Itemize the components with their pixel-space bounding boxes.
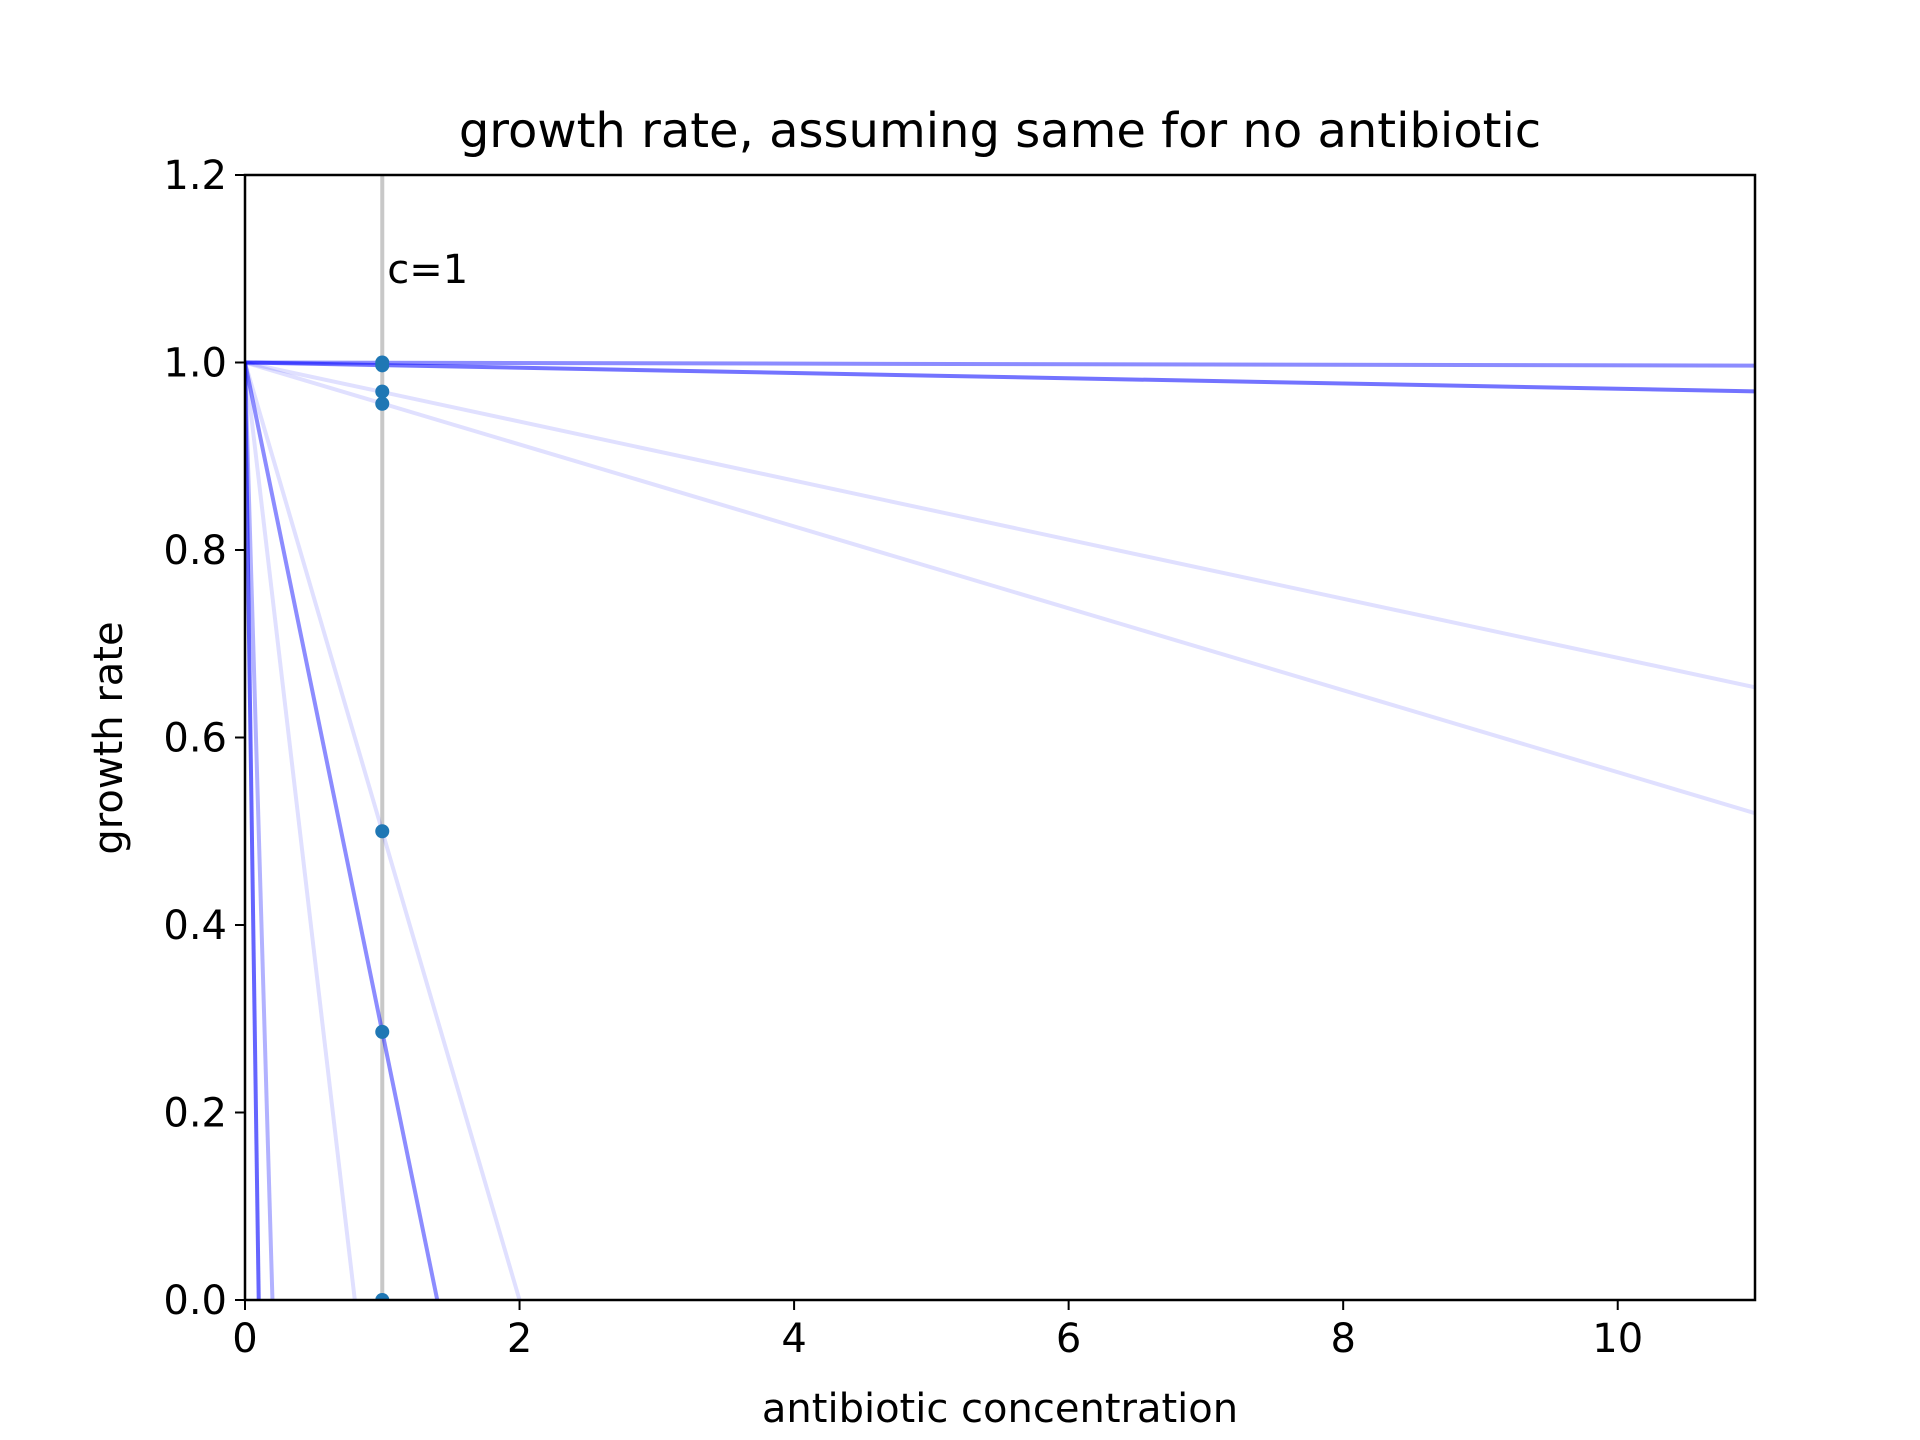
y-tick-label: 1.2: [163, 153, 227, 199]
y-tick-label: 0.8: [163, 528, 227, 574]
y-axis-title: growth rate: [86, 621, 132, 854]
y-tick-label: 0.2: [163, 1091, 227, 1137]
series-line-4: [245, 360, 1755, 816]
series-line-9: [245, 362, 261, 1300]
y-tick-label: 0.0: [163, 1278, 227, 1324]
x-tick-label: 0: [232, 1316, 257, 1362]
data-point-7: [375, 1293, 390, 1300]
reference-label: c=1: [387, 247, 468, 293]
data-point-5: [375, 824, 390, 839]
x-tick-label: 4: [781, 1316, 806, 1362]
series-line-2: [245, 360, 1755, 394]
plot-area: c=1: [245, 175, 1755, 1300]
ticks: 0 2 4 6 8 10 0.0 0.2 0.4 0.6 0.8 1.0 1.2: [163, 153, 1643, 1362]
data-point-3: [375, 384, 390, 399]
x-tick-label: 8: [1330, 1316, 1355, 1362]
y-tick-label: 1.0: [163, 341, 227, 387]
x-tick-label: 6: [1056, 1316, 1081, 1362]
series-line-8: [245, 362, 275, 1300]
series-line-3: [245, 360, 1755, 690]
x-tick-label: 2: [507, 1316, 532, 1362]
x-axis-title: antibiotic concentration: [762, 1386, 1238, 1432]
series-line-6: [245, 362, 440, 1300]
data-point-6: [375, 1024, 390, 1039]
x-tick-label: 10: [1592, 1316, 1643, 1362]
data-point-2: [375, 358, 390, 373]
series-line-7: [245, 362, 357, 1300]
data-point-4: [375, 396, 390, 411]
y-tick-label: 0.4: [163, 903, 227, 949]
series-line-1: [245, 360, 1755, 368]
chart-title: growth rate, assuming same for no antibi…: [459, 103, 1541, 159]
y-tick-label: 0.6: [163, 716, 227, 762]
